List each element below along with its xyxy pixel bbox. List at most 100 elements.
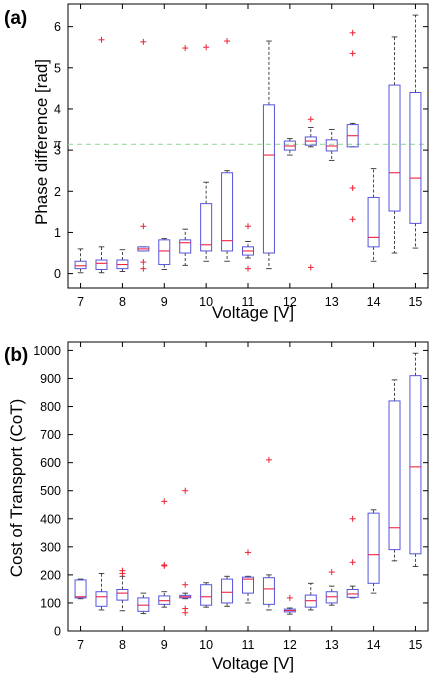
box-group (304, 582, 317, 611)
box-iqr (158, 595, 171, 605)
outlier-marker (349, 216, 356, 223)
x-tick-label: 13 (325, 295, 339, 309)
y-tick-label: 300 (40, 540, 61, 554)
box-group (388, 379, 401, 562)
outlier-marker (182, 45, 189, 52)
y-tick-label: 3 (54, 144, 61, 158)
box-iqr (367, 512, 380, 584)
x-tick-label: 10 (199, 638, 213, 652)
outlier-marker (161, 562, 168, 569)
y-tick-label: 1 (54, 226, 61, 240)
box-group (367, 509, 380, 594)
box-group (158, 238, 171, 270)
y-tick-label: 900 (40, 372, 61, 386)
box-iqr (262, 577, 275, 605)
box-iqr (325, 591, 338, 604)
pi-label: π (53, 136, 61, 152)
outlier-marker (182, 581, 189, 588)
y-tick-label: 2 (54, 185, 61, 199)
outlier-marker (203, 44, 210, 51)
box-iqr (74, 579, 87, 599)
box-group (325, 129, 338, 161)
box-group (409, 14, 422, 249)
box-iqr (221, 578, 234, 604)
box-group (116, 249, 129, 272)
outlier-marker (245, 549, 251, 556)
box-group (200, 44, 213, 262)
box-group (242, 223, 254, 272)
y-tick-label: 6 (54, 20, 61, 34)
box-iqr (95, 259, 108, 270)
box-group (137, 38, 150, 272)
box-iqr (158, 239, 171, 266)
xlabel-b: Voltage [V] (212, 654, 294, 673)
panel-label-a: (a) (4, 8, 27, 29)
y-tick-label: 0 (54, 267, 61, 281)
y-tick-label: 400 (40, 512, 61, 526)
box-iqr (325, 139, 338, 152)
x-tick-label: 10 (199, 295, 213, 309)
outlier-marker (182, 487, 189, 494)
box-iqr (388, 84, 401, 212)
box-group (304, 116, 317, 271)
y-tick-label: 100 (40, 596, 61, 610)
x-tick-label: 9 (161, 295, 168, 309)
x-tick-label: 13 (325, 638, 339, 652)
outlier-marker (349, 184, 356, 191)
box-group (409, 352, 422, 567)
box-group (158, 498, 171, 608)
outlier-marker (286, 594, 293, 601)
plot-area-b: 0 100 200 300 400 500 600 700 800 900 1000 7 8 9 10 11 1… (33, 341, 429, 652)
box-group (283, 138, 296, 156)
box-group (346, 29, 359, 223)
outlier-marker (245, 265, 251, 272)
y-tick-label: 1000 (33, 344, 61, 358)
box-iqr (116, 588, 129, 601)
box-iqr (200, 203, 213, 252)
ylabel-b: Cost of Transport (CoT) (7, 399, 26, 578)
box-iqr (409, 375, 422, 555)
box-group (367, 168, 380, 262)
x-tick-label: 15 (408, 638, 422, 652)
outlier-marker (349, 50, 356, 57)
outlier-marker (349, 29, 356, 36)
box-group (283, 594, 296, 615)
outlier-marker (140, 38, 147, 45)
outlier-marker (245, 223, 251, 230)
x-tick-label: 14 (367, 295, 381, 309)
box-iqr (137, 597, 150, 612)
x-tick-label: 11 (242, 638, 255, 652)
box-iqr (95, 591, 108, 607)
outlier-marker (307, 264, 314, 271)
x-tick-label: 7 (77, 638, 84, 652)
xlabel-a: Voltage [V] (212, 303, 294, 322)
outlier-marker (349, 559, 356, 566)
box-iqr (409, 91, 422, 224)
outlier-marker (307, 116, 314, 123)
y-tick-label: 700 (40, 428, 61, 442)
outlier-marker (224, 38, 231, 45)
box-group (137, 592, 150, 615)
x-tick-label: 11 (242, 295, 255, 309)
outlier-marker (140, 259, 147, 266)
box-iqr (367, 196, 380, 248)
box-group (95, 36, 108, 274)
box-group (262, 40, 275, 270)
box-iqr (262, 104, 275, 254)
outlier-marker (328, 569, 335, 576)
box-group (95, 573, 108, 611)
x-tick-label: 7 (77, 295, 84, 309)
y-tick-label: 0 (54, 625, 61, 639)
outlier-marker (140, 265, 147, 272)
box-group (74, 248, 87, 274)
box-group (200, 582, 213, 608)
outlier-marker (349, 515, 356, 522)
x-tick-label: 8 (119, 638, 126, 652)
x-tick-label: 15 (408, 295, 422, 309)
x-tick-label: 14 (367, 638, 381, 652)
box-group (346, 515, 359, 599)
box-group (221, 38, 234, 262)
box-group (262, 456, 275, 611)
